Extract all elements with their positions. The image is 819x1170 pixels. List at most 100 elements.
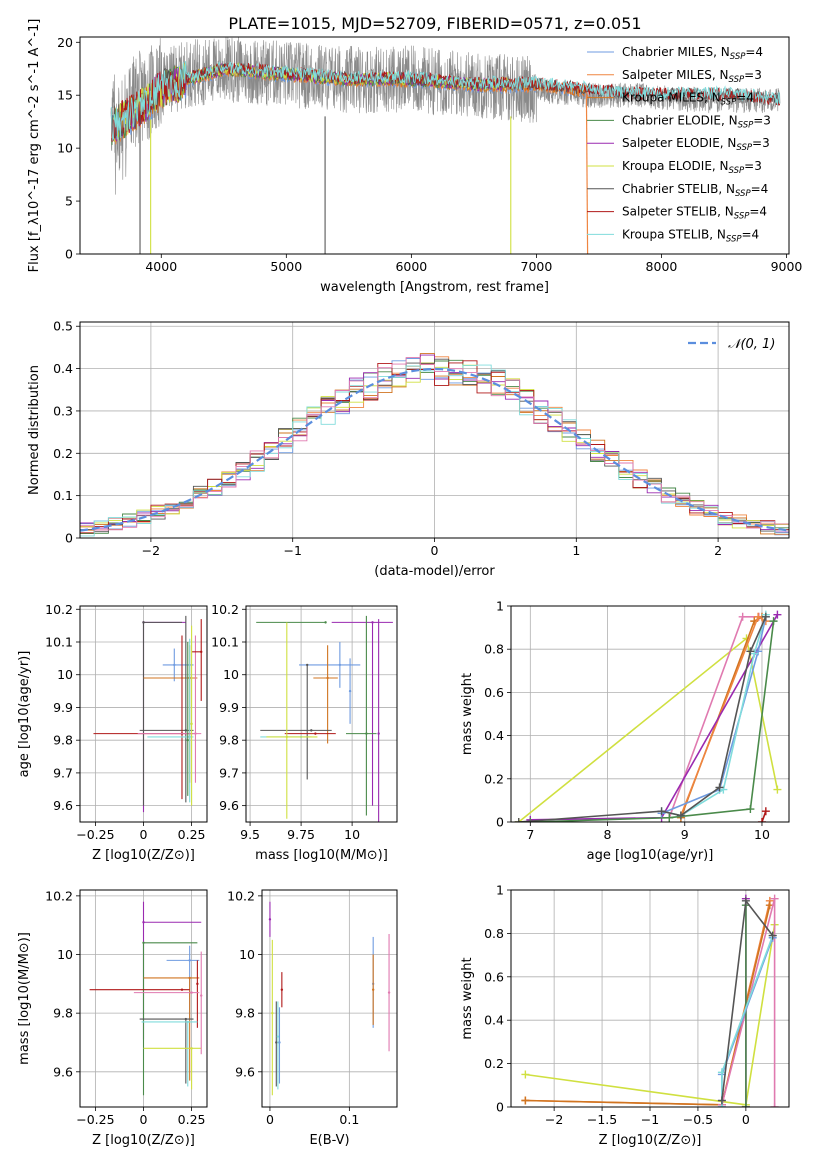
x-axis-label: age [log10(age/yr)] [587, 848, 714, 863]
plus-marker [768, 931, 777, 940]
y-tick-label: 9.8 [235, 1006, 255, 1021]
legend-label: Salpeter ELODIE, NSSP=3 [622, 136, 770, 153]
data-point [180, 988, 184, 991]
x-axis-label: mass [log10(M/M⊙)] [255, 848, 388, 863]
plot-age_vs_mass: 9.5 9.75 10 9.6 9.7 9.8 9.9 10 10.1 10.2 mass [log… [211, 602, 398, 863]
plus-marker [770, 1103, 779, 1107]
y-axis-label: mass weight [460, 673, 475, 755]
x-tick-label: 0 [140, 827, 148, 842]
data-point [377, 732, 380, 735]
data-point [271, 1011, 274, 1015]
x-axis-label: Z [log10(Z/Z⊙)] [92, 1133, 195, 1148]
y-tick-label: 0.8 [484, 642, 504, 657]
plus-marker [741, 1103, 750, 1107]
plus-marker [657, 807, 666, 816]
y-tick-label: 0 [65, 531, 73, 546]
legend-label: 𝒩(0, 1) [728, 337, 775, 352]
plot-area-massweight_vs_age [514, 610, 782, 822]
plus-marker [769, 617, 778, 626]
x-tick-label: 0 [266, 1112, 274, 1127]
data-point [190, 1047, 193, 1050]
y-tick-label: 9.7 [53, 765, 73, 780]
y-tick-label: 9.8 [53, 733, 73, 748]
y-axis-label: Flux [f_λ10^-17 erg cm^-2 s^-1 A^-1] [27, 19, 42, 273]
y-tick-label: 10.1 [211, 635, 239, 650]
series-line [530, 621, 775, 822]
data-point [188, 959, 191, 962]
y-tick-label: 0.5 [53, 319, 73, 334]
y-tick-label: 10 [223, 667, 239, 682]
x-tick-label: 5000 [270, 259, 302, 274]
y-tick-label: 1 [496, 599, 504, 614]
plus-marker [521, 1096, 530, 1105]
plot-massweight_vs_Z: −2 −1.5 −1 −0.5 0 0 0.2 0.4 0.6 0.8 1 Z [log10(Z/Z⊙… [460, 883, 790, 1148]
x-tick-label: 0 [742, 1112, 750, 1127]
y-tick-label: 9.8 [53, 1006, 73, 1021]
y-tick-label: 0.2 [53, 446, 73, 461]
axes-frame [79, 36, 790, 255]
plot-area-spectrum [110, 37, 781, 254]
data-point [365, 732, 368, 735]
x-tick-label: −0.25 [76, 827, 114, 842]
data-point [371, 988, 375, 991]
data-point [338, 663, 342, 667]
x-tick-label: 10 [344, 827, 360, 842]
data-point [142, 621, 145, 624]
plus-marker [773, 785, 782, 794]
data-point [173, 663, 176, 667]
y-tick-label: 9.9 [53, 700, 73, 715]
x-tick-label: 0.25 [178, 1112, 206, 1127]
plot-area-age_vs_mass [256, 615, 393, 822]
data-point [186, 738, 189, 742]
plot-spectrum: 4000 5000 6000 7000 8000 9000 0 5 10 15 20 waveleng… [27, 19, 802, 295]
y-tick-label: 20 [57, 35, 73, 50]
y-tick-label: 0.3 [53, 403, 73, 418]
plot-area-mass_vs_Z [89, 901, 203, 1096]
data-point [186, 1020, 189, 1024]
plus-marker [773, 610, 782, 619]
spectrum-spike [585, 95, 589, 254]
x-tick-label: 0 [431, 543, 439, 558]
plot-massweight_vs_age: 7 8 9 10 0 0.2 0.4 0.6 0.8 1 age [log10(age/yr)] ma… [460, 599, 790, 863]
axes-frame [510, 605, 790, 823]
x-tick-label: −2 [545, 1112, 563, 1127]
x-tick-label: 2 [714, 543, 722, 558]
y-tick-label: 9.9 [219, 700, 239, 715]
data-point [142, 941, 145, 944]
axes-frame [261, 889, 398, 1108]
data-point [275, 1041, 278, 1044]
y-tick-label: 10.1 [45, 635, 73, 650]
plus-marker [521, 1070, 530, 1079]
x-axis-label: Z [log10(Z/Z⊙)] [599, 1133, 702, 1148]
x-tick-label: −1.5 [587, 1112, 617, 1127]
series-line [518, 616, 767, 822]
x-tick-label: 9.75 [287, 827, 315, 842]
plot-mass_vs_Z: −0.25 0 0.25 9.6 9.8 10 10.2 Z [log10(Z/Z⊙)] mas… [17, 888, 208, 1148]
x-tick-label: 0.25 [178, 827, 206, 842]
plus-marker [746, 805, 755, 814]
axes-frame [79, 605, 208, 823]
figure-title: PLATE=1015, MJD=52709, FIBERID=0571, z=0… [228, 14, 641, 33]
y-axis-label: age [log10(age/yr)] [17, 651, 32, 778]
y-tick-label: 9.6 [235, 1064, 255, 1079]
spectrum-model-line [110, 62, 589, 142]
x-tick-label: −1 [283, 543, 301, 558]
plus-marker [526, 818, 535, 822]
data-point [324, 621, 327, 624]
data-point [188, 976, 191, 980]
x-tick-label: −1 [641, 1112, 659, 1127]
legend-label: Chabrier STELIB, NSSP=4 [622, 182, 768, 199]
data-point [268, 918, 272, 921]
x-axis-label: E(B-V) [309, 1133, 349, 1148]
plot-area-massweight_vs_Z [521, 894, 779, 1107]
data-point [142, 921, 145, 924]
y-tick-label: 0.6 [484, 969, 504, 984]
data-point [278, 1041, 281, 1044]
data-point [280, 988, 284, 991]
data-point [387, 991, 391, 994]
legend-label: Chabrier ELODIE, NSSP=3 [622, 113, 771, 130]
data-point [310, 729, 313, 732]
plus-marker [676, 811, 685, 820]
y-tick-label: 0.2 [484, 1056, 504, 1071]
x-tick-label: −0.25 [76, 1112, 114, 1127]
